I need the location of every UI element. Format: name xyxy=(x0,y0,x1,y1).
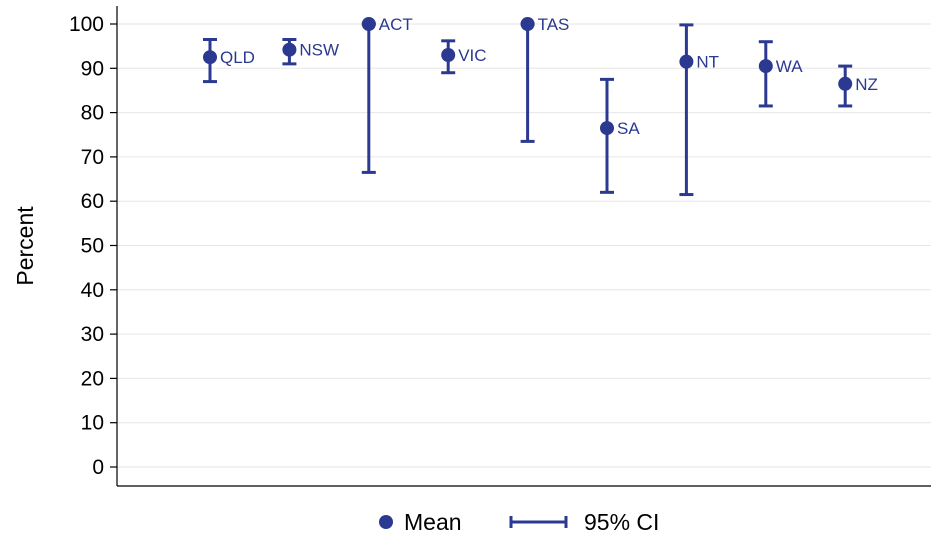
gridlines xyxy=(117,23,931,468)
point-label: TAS xyxy=(538,15,570,34)
point-wa: WA xyxy=(758,40,803,108)
y-tick-label: 30 xyxy=(81,323,104,346)
y-tick-label: 40 xyxy=(81,279,104,302)
mean-marker xyxy=(838,76,853,91)
mean-marker xyxy=(361,17,376,31)
point-vic: VIC xyxy=(441,39,487,75)
point-label: WA xyxy=(776,57,803,76)
mean-marker xyxy=(600,121,614,136)
point-nt: NT xyxy=(679,23,719,197)
y-tick-label: 0 xyxy=(92,456,104,479)
mean-marker xyxy=(520,17,535,31)
mean-marker xyxy=(758,59,773,74)
y-tick-label: 20 xyxy=(81,367,104,390)
legend-mean-marker xyxy=(379,515,393,529)
point-label: NSW xyxy=(299,41,339,60)
legend: Mean 95% CI xyxy=(379,509,659,535)
point-sa: SA xyxy=(600,77,640,194)
y-tick-label: 70 xyxy=(81,146,104,169)
y-tick-label: 60 xyxy=(81,190,104,213)
point-label: ACT xyxy=(379,15,413,34)
point-label: QLD xyxy=(220,48,255,67)
point-label: NZ xyxy=(855,75,878,94)
point-label: VIC xyxy=(458,46,486,65)
point-nz: NZ xyxy=(838,64,878,108)
mean-marker xyxy=(441,48,456,63)
mean-marker xyxy=(679,54,694,69)
point-tas: TAS xyxy=(520,15,570,143)
y-tick-label: 100 xyxy=(69,13,104,36)
y-tick-label: 10 xyxy=(81,412,104,435)
point-label: NT xyxy=(696,53,719,72)
y-axis-label: Percent xyxy=(12,206,38,286)
y-tick-label: 80 xyxy=(81,102,104,125)
legend-ci-label: 95% CI xyxy=(584,509,659,535)
point-nsw: NSW xyxy=(282,38,339,66)
point-label: SA xyxy=(617,119,640,138)
point-qld: QLD xyxy=(203,38,255,84)
mean-marker xyxy=(282,42,297,57)
mean-marker xyxy=(203,50,217,65)
legend-ci-marker xyxy=(509,516,568,528)
y-tick-label: 50 xyxy=(81,235,104,258)
point-act: ACT xyxy=(361,15,413,174)
y-ticks: 0 10 20 30 40 50 60 70 80 90 100 xyxy=(69,13,117,479)
y-tick-label: 90 xyxy=(81,57,104,80)
series-mean-ci: QLD NSW ACT VIC TAS SA NT WA NZ xyxy=(203,15,878,197)
legend-mean-label: Mean xyxy=(404,509,462,535)
